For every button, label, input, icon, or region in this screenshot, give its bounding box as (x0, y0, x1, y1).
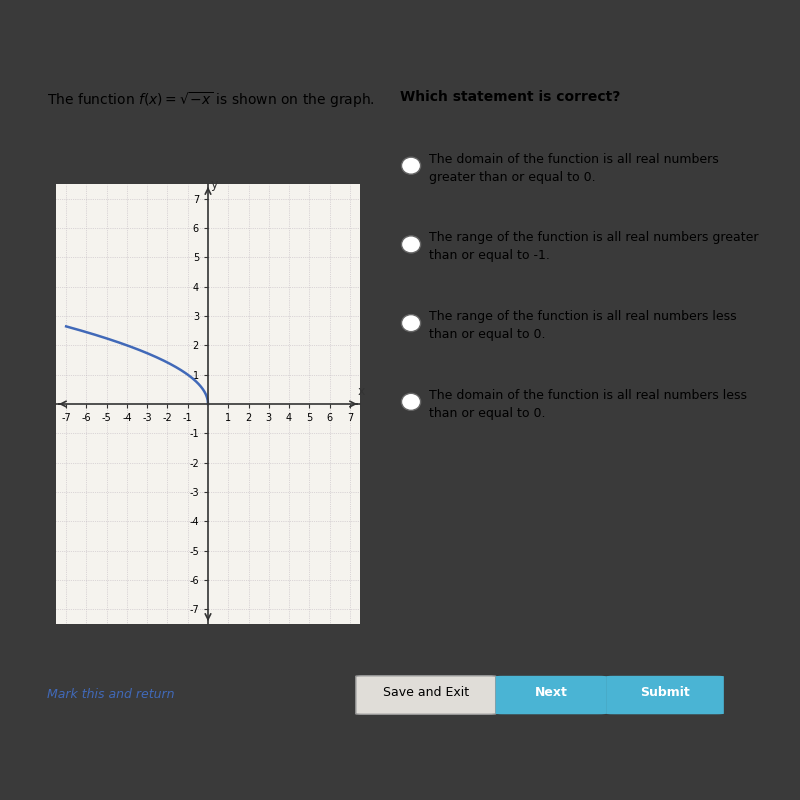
Text: Submit: Submit (640, 686, 690, 699)
FancyBboxPatch shape (606, 676, 724, 714)
Text: The range of the function is all real numbers less
than or equal to 0.: The range of the function is all real nu… (430, 310, 737, 341)
Circle shape (402, 314, 421, 332)
Circle shape (402, 394, 421, 410)
Text: Save and Exit: Save and Exit (382, 686, 469, 699)
Text: The range of the function is all real numbers greater
than or equal to -1.: The range of the function is all real nu… (430, 231, 759, 262)
Text: Next: Next (534, 686, 567, 699)
Circle shape (402, 157, 421, 174)
Text: The function $f(x) = \sqrt{-x}$ is shown on the graph.: The function $f(x) = \sqrt{-x}$ is shown… (46, 90, 374, 110)
Text: The domain of the function is all real numbers less
than or equal to 0.: The domain of the function is all real n… (430, 389, 747, 420)
Text: Which statement is correct?: Which statement is correct? (400, 90, 620, 104)
Text: The domain of the function is all real numbers
greater than or equal to 0.: The domain of the function is all real n… (430, 153, 719, 183)
Text: x: x (358, 385, 366, 398)
Text: Mark this and return: Mark this and return (46, 687, 174, 701)
FancyBboxPatch shape (496, 676, 606, 714)
Circle shape (402, 236, 421, 253)
Text: y: y (211, 178, 218, 191)
FancyBboxPatch shape (356, 676, 496, 714)
